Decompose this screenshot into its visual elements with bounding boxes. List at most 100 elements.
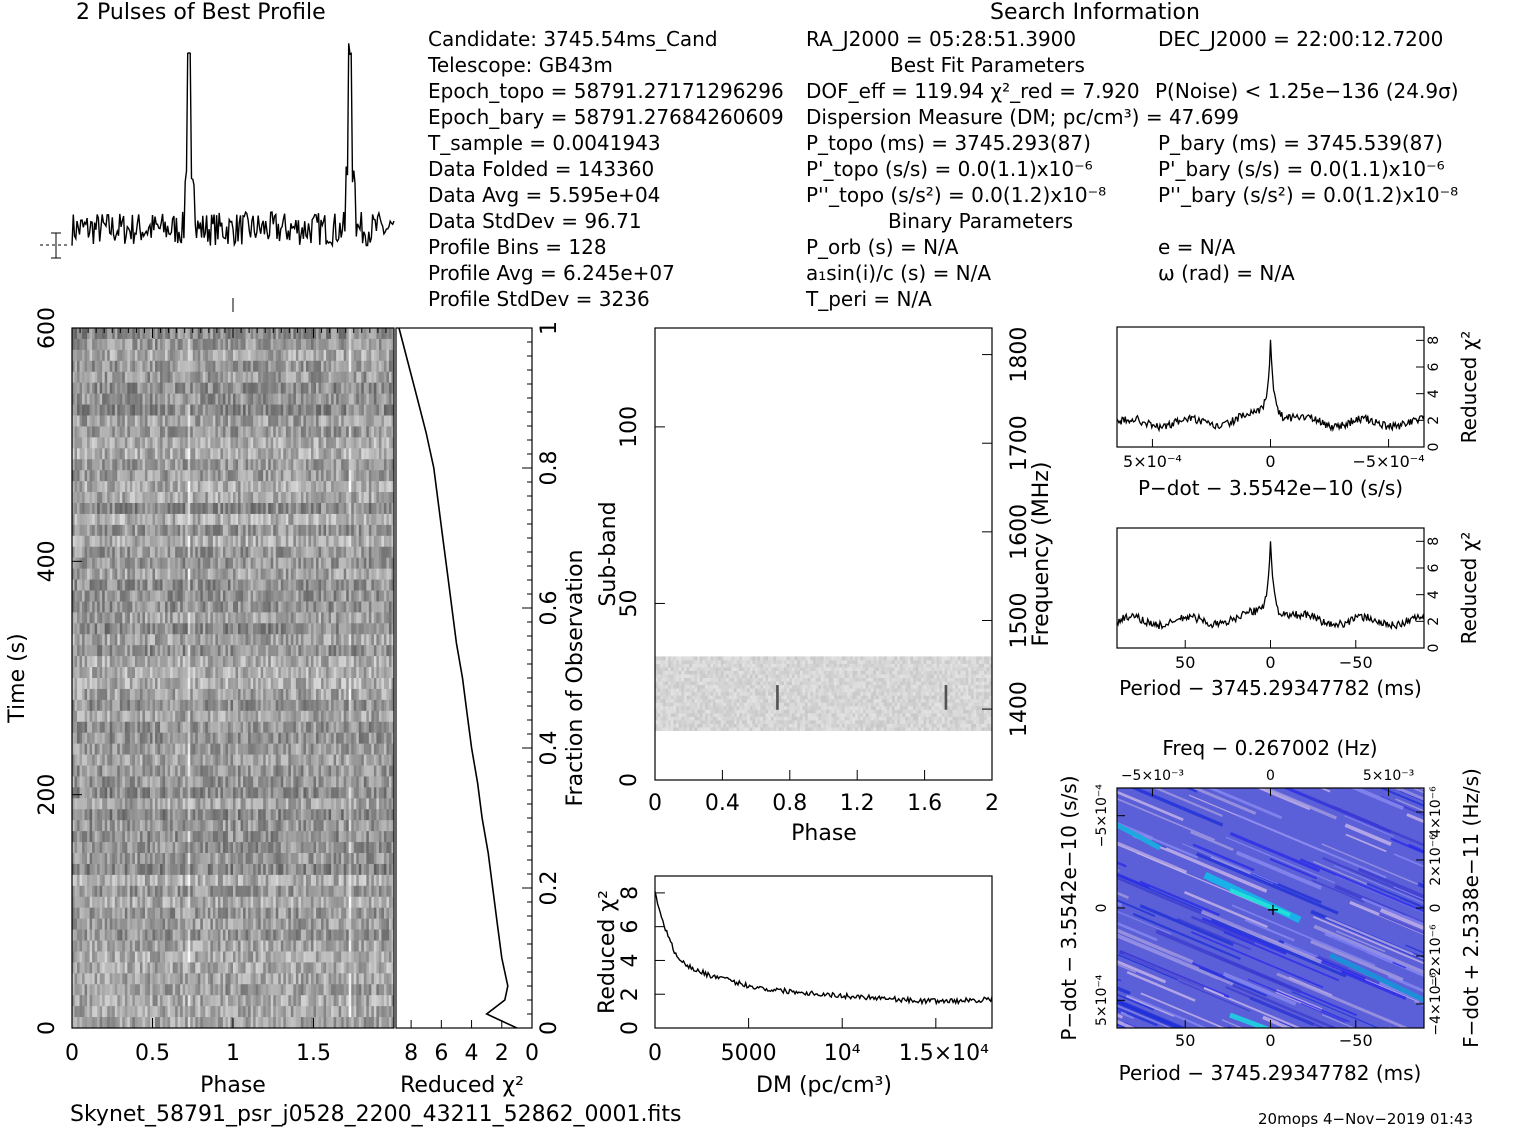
heatmap-cell (119, 656, 123, 668)
heatmap-cell (313, 503, 317, 515)
heatmap-cell (343, 360, 347, 373)
heatmap-cell (331, 513, 335, 526)
heatmap-cell (182, 470, 186, 482)
heatmap-cell (341, 667, 345, 679)
heatmap-cell (258, 688, 262, 701)
heatmap-cell (192, 437, 196, 449)
heatmap-cell (275, 459, 279, 471)
heatmap-cell (134, 349, 138, 362)
heatmap-cell (378, 404, 382, 416)
heatmap-cell (77, 360, 80, 373)
heatmap-cell (275, 415, 279, 427)
heatmap-cell (185, 524, 189, 537)
heatmap-cell (197, 492, 201, 504)
heatmap-cell (147, 645, 151, 657)
heatmap-cell (132, 546, 136, 559)
heatmap-cell (222, 688, 226, 701)
heatmap-cell (84, 492, 88, 504)
heatmap-cell (356, 612, 360, 624)
heatmap-cell (353, 360, 357, 373)
heatmap-cell (192, 721, 196, 734)
heatmap-cell (378, 590, 382, 602)
heatmap-cell (212, 371, 216, 384)
heatmap-cell (142, 634, 146, 646)
heatmap-cell (77, 612, 80, 624)
heatmap-cell (388, 338, 392, 351)
heatmap-cell (248, 667, 252, 679)
heatmap-cell (328, 338, 332, 351)
heatmap-cell (157, 721, 161, 734)
heatmap-cell (205, 437, 209, 449)
heatmap-cell (268, 371, 272, 384)
heatmap-cell (84, 601, 88, 613)
heatmap-cell (225, 623, 229, 635)
heatmap-cell (305, 721, 309, 734)
heatmap-cell (283, 634, 287, 646)
heatmap-cell (102, 743, 106, 755)
heatmap-cell (331, 601, 335, 613)
heatmap-cell (122, 382, 126, 395)
heatmap-cell (167, 634, 171, 646)
heatmap-cell (245, 470, 249, 482)
heatmap-cell (122, 513, 126, 526)
heatmap-cell (92, 699, 96, 712)
heatmap-cell (155, 688, 158, 701)
heatmap-cell (197, 437, 201, 449)
heatmap-cell (117, 459, 121, 471)
heatmap-cell (391, 437, 395, 449)
heatmap-cell (298, 721, 302, 734)
heatmap-cell (285, 470, 289, 482)
heatmap-cell (328, 371, 332, 384)
heatmap-cell (202, 448, 206, 460)
heatmap-cell (388, 743, 392, 755)
heatmap-cell (227, 437, 231, 449)
heatmap-cell (180, 393, 184, 405)
heatmap-cell (197, 546, 201, 559)
heatmap-cell (147, 743, 151, 755)
heatmap-cell (222, 481, 226, 493)
heatmap-cell (368, 678, 372, 690)
heatmap-cell (177, 470, 181, 482)
heatmap-cell (72, 688, 75, 701)
heatmap-cell (167, 503, 171, 515)
heatmap-cell (323, 393, 327, 405)
heatmap-cell (285, 678, 289, 690)
heatmap-cell (268, 579, 272, 591)
heatmap-cell (92, 721, 96, 734)
heatmap-cell (144, 535, 148, 548)
heatmap-cell (187, 382, 191, 395)
heatmap-cell (290, 328, 294, 340)
heatmap-cell (72, 645, 75, 657)
heatmap-cell (366, 601, 370, 613)
heatmap-cell (104, 721, 108, 734)
heatmap-cell (358, 404, 362, 416)
heatmap-cell (124, 459, 128, 471)
heatmap-cell (222, 623, 226, 635)
heatmap-cell (386, 524, 390, 537)
heatmap-cell (318, 699, 322, 712)
heatmap-cell (298, 524, 302, 537)
heatmap-cell (162, 546, 166, 559)
heatmap-cell (278, 382, 282, 395)
heatmap-cell (275, 743, 279, 755)
heatmap-cell (378, 338, 382, 351)
heatmap-cell (388, 404, 392, 416)
heatmap-cell (122, 688, 126, 701)
heatmap-cell (97, 437, 101, 449)
heatmap-cell (72, 448, 75, 460)
heatmap-cell (144, 513, 148, 526)
heatmap-cell (82, 426, 85, 438)
heatmap-cell (94, 481, 98, 493)
heatmap-cell (316, 568, 319, 580)
heatmap-cell (155, 546, 158, 559)
heatmap-cell (134, 481, 138, 493)
heatmap-cell (290, 590, 294, 602)
heatmap-cell (258, 459, 262, 471)
heatmap-cell (79, 667, 83, 679)
heatmap-cell (278, 590, 282, 602)
heatmap-cell (127, 612, 131, 624)
heatmap-cell (197, 568, 201, 580)
heatmap-cell (180, 667, 184, 679)
heatmap-cell (278, 623, 282, 635)
heatmap-cell (338, 448, 342, 460)
